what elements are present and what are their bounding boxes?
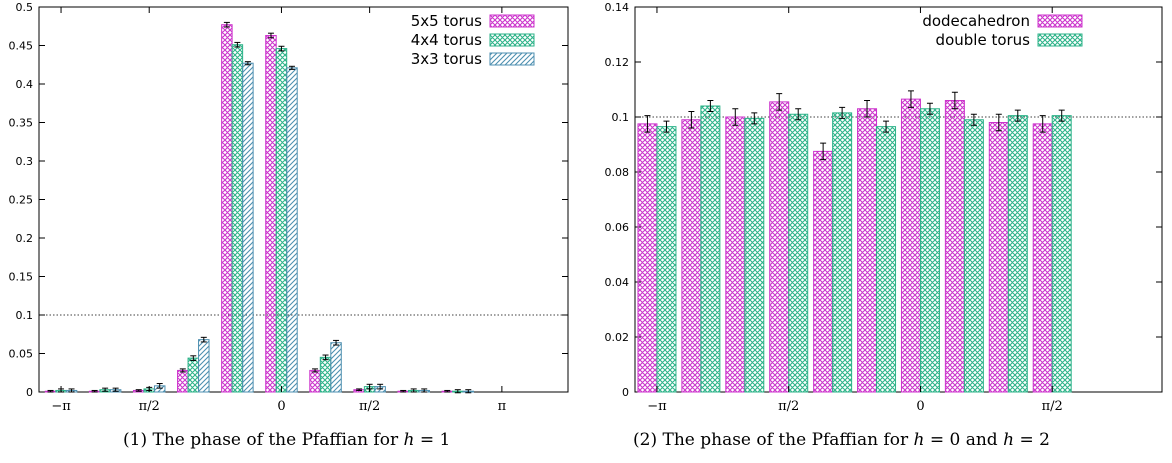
bar (1007, 115, 1028, 393)
bar (286, 67, 298, 393)
chart-1-caption: (1) The phase of the Pfaffian for h = 1 (123, 430, 450, 450)
bar (221, 24, 233, 393)
bar (177, 369, 189, 393)
x-tick-label: 0 (277, 399, 285, 414)
legend-label: 5x5 torus (411, 12, 482, 30)
bar (919, 108, 940, 393)
y-tick-label: 0 (26, 386, 33, 399)
chart-2-svg: 00.020.040.060.080.10.120.14−ππ/20π/2πdo… (605, 1, 1163, 414)
bar (700, 105, 721, 393)
chart-panel-1: 0 0.05 0.1 0.15 0.2 0.25 0.3 0.35 0.4 0.45 0.5 −π π/… (0, 0, 580, 463)
bar (1032, 123, 1053, 393)
bar (944, 100, 965, 393)
x-tick-label: π/2 (1042, 399, 1063, 414)
bar (832, 112, 853, 393)
legend-label: 3x3 torus (411, 50, 482, 68)
bar (319, 356, 332, 393)
caption-2-var: h (913, 430, 925, 450)
bar (1051, 115, 1072, 393)
x-tick-label: −π (647, 399, 667, 414)
x-tick-label: 0 (916, 399, 924, 414)
bar (900, 98, 921, 393)
caption-2-suffix2: = 2 (1014, 430, 1050, 450)
bar (725, 116, 746, 393)
legend-label: double torus (936, 31, 1031, 49)
y-tick-label: 0.14 (605, 1, 630, 14)
x-tick-label: π/2 (778, 399, 799, 414)
plot-frame (634, 6, 1163, 393)
y-tick-label: 0.45 (9, 40, 34, 53)
y-tick-label: 0.25 (9, 194, 34, 207)
caption-2-prefix: (2) The phase of the Pfaffian for (633, 430, 914, 450)
bar (265, 34, 277, 393)
y-tick-label: 0 (622, 386, 629, 399)
y-tick-label: 0.02 (605, 331, 630, 344)
bar (963, 119, 984, 393)
bar (681, 119, 702, 393)
bar (275, 48, 288, 393)
y-tick-label: 0.3 (16, 155, 34, 168)
legend-swatch (489, 33, 535, 47)
bar (769, 101, 790, 393)
x-tick-label: π/2 (359, 399, 380, 414)
caption-1-var: h (403, 430, 415, 450)
legend-label: 4x4 torus (411, 31, 482, 49)
y-tick-label: 0.35 (9, 117, 34, 130)
y-tick-label: 0.1 (16, 309, 34, 322)
bar (187, 357, 200, 393)
bar (231, 44, 244, 393)
chart-2-caption: (2) The phase of the Pfaffian for h = 0 … (633, 430, 1050, 450)
bar (198, 339, 210, 393)
plot-frame (38, 6, 569, 393)
x-tick-label: −π (51, 399, 71, 414)
legend-swatch (1037, 14, 1083, 28)
bar (309, 369, 321, 393)
legend-label: dodecahedron (922, 12, 1030, 30)
bar (788, 113, 809, 393)
bar (656, 126, 677, 393)
bar (242, 62, 254, 393)
chart-1-svg: 0 0.05 0.1 0.15 0.2 0.25 0.3 0.35 0.4 0.45 0.5 −π π/… (9, 1, 569, 414)
y-tick-label: 0.06 (605, 221, 630, 234)
bar (330, 342, 342, 393)
bar (813, 150, 834, 393)
y-tick-label: 0.2 (16, 232, 34, 245)
caption-1-prefix: (1) The phase of the Pfaffian for (123, 430, 404, 450)
y-tick-label: 0.08 (605, 166, 630, 179)
chart-panel-2: 00.020.040.060.080.10.120.14−ππ/20π/2πdo… (590, 0, 1172, 463)
caption-1-suffix: = 1 (414, 430, 451, 450)
x-tick-label: π/2 (139, 399, 160, 414)
y-tick-label: 0.1 (612, 111, 630, 124)
caption-2-suffix: = 0 and (924, 430, 1004, 450)
y-tick-label: 0.04 (605, 276, 630, 289)
bar (876, 126, 897, 393)
y-tick-label: 0.15 (9, 271, 34, 284)
y-tick-label: 0.5 (16, 1, 34, 14)
legend-swatch (1037, 33, 1083, 47)
caption-2-var2: h (1003, 430, 1015, 450)
y-tick-label: 0.05 (9, 348, 34, 361)
bar (637, 123, 658, 393)
legend-swatch (489, 14, 535, 28)
y-tick-label: 0.4 (16, 78, 34, 91)
y-tick-label: 0.12 (605, 56, 630, 69)
bar (988, 122, 1009, 393)
bar (744, 117, 765, 393)
x-tick-label: π (498, 399, 507, 414)
bar (857, 108, 878, 393)
legend-swatch (489, 52, 535, 66)
